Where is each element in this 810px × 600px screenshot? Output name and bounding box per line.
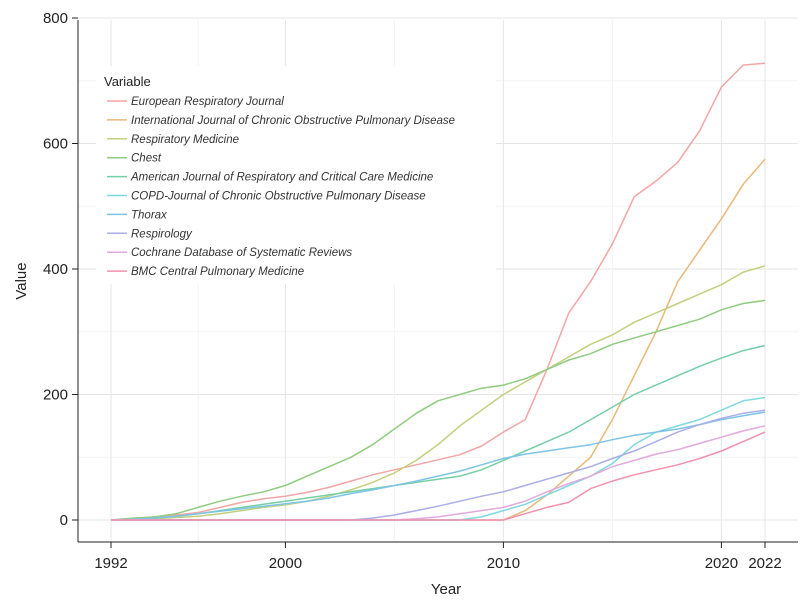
y-tick-label: 200 (43, 387, 68, 404)
legend-label: COPD-Journal of Chronic Obstructive Pulm… (131, 191, 426, 203)
legend-label: Cochrane Database of Systematic Reviews (131, 247, 352, 259)
legend-background (96, 66, 496, 284)
axes (77, 20, 798, 543)
legend-label: BMC Central Pulmonary Medicine (131, 266, 304, 278)
legend-label: Respiratory Medicine (131, 134, 239, 146)
x-tick-label: 2022 (748, 555, 781, 572)
series-line-3 (110, 265, 766, 521)
x-tick-label: 2010 (487, 555, 520, 572)
legend-label: Chest (131, 153, 162, 165)
y-ticks: 0 200 400 600 800 (43, 10, 78, 529)
y-tick-label: 400 (43, 261, 68, 278)
x-tick-label: 2000 (269, 555, 302, 572)
series-line-10 (111, 431, 766, 521)
y-tick-label: 600 (43, 136, 68, 153)
y-tick-label: 800 (43, 10, 68, 27)
x-axis-title: Year (431, 581, 461, 598)
x-tick-label: 2020 (705, 555, 738, 572)
series-line-4 (110, 299, 766, 521)
legend-label: Respirology (131, 228, 193, 240)
legend-title: Variable (104, 74, 151, 89)
x-tick-label: 1992 (94, 555, 127, 572)
y-axis-title: Value (13, 262, 30, 299)
series-lines (110, 62, 766, 521)
legend-label: American Journal of Respiratory and Crit… (130, 172, 433, 184)
legend-label: European Respiratory Journal (131, 96, 284, 108)
x-ticks: 1992 2000 2010 2020 2022 (94, 542, 782, 572)
legend-label: Thorax (131, 209, 168, 221)
series-line-1 (110, 62, 766, 521)
series-line-7 (110, 411, 766, 521)
legend-label: International Journal of Chronic Obstruc… (131, 115, 455, 127)
legend: Variable European Respiratory Journal Int… (96, 66, 496, 284)
y-tick-label: 0 (60, 512, 68, 529)
